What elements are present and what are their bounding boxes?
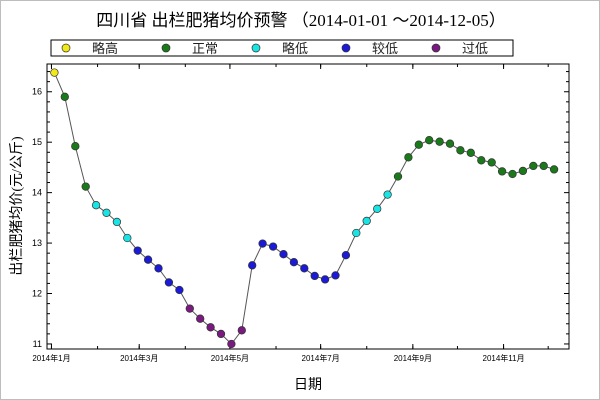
y-axis-label: 出栏肥猪均价(元/公斤) — [9, 136, 25, 276]
data-point — [466, 148, 475, 157]
data-point — [393, 172, 403, 181]
data-point — [102, 208, 111, 217]
data-point — [60, 92, 69, 101]
data-point — [445, 139, 455, 148]
data-point — [320, 275, 330, 284]
data-point — [529, 161, 538, 171]
data-point — [310, 271, 319, 281]
data-point — [487, 158, 496, 167]
y-tick-label: 12 — [32, 289, 42, 299]
data-point — [341, 251, 351, 260]
legend-marker — [341, 43, 351, 53]
series-line — [53, 72, 555, 345]
data-point — [237, 326, 246, 335]
data-point — [71, 142, 80, 151]
legend-marker — [61, 43, 71, 53]
data-point — [289, 258, 299, 267]
legend-label: 略高 — [92, 41, 118, 56]
data-point — [154, 264, 163, 273]
x-axis-label: 日期 — [294, 377, 322, 393]
data-point — [383, 190, 392, 199]
data-point — [216, 329, 226, 339]
x-axis: 2014年1月 2014年3月 2014年5月 2014年7月 2014年9月 2014年… — [32, 64, 549, 363]
x-tick-label: 2014年9月 — [394, 353, 432, 363]
data-point — [373, 204, 382, 213]
y-tick-label: 15 — [32, 137, 42, 147]
legend-label: 正常 — [192, 41, 218, 56]
data-point — [123, 233, 132, 243]
data-point — [279, 250, 288, 259]
data-point — [81, 182, 90, 191]
legend: 略高 正常 略低 较低 过低 — [50, 39, 514, 57]
data-point — [508, 169, 517, 179]
x-tick-label: 2014年11月 — [483, 353, 525, 363]
data-point — [133, 246, 142, 255]
data-point — [331, 271, 340, 280]
x-tick-label: 2014年5月 — [211, 353, 249, 363]
data-point — [497, 167, 507, 176]
x-tick-label: 2014年7月 — [302, 353, 340, 363]
x-tick-label: 2014年3月 — [120, 353, 158, 363]
data-point — [164, 278, 174, 287]
data-point — [352, 228, 361, 238]
y-tick-label: 16 — [32, 87, 42, 97]
y-tick-label: 11 — [33, 339, 42, 349]
data-point — [518, 166, 528, 176]
data-point — [112, 217, 122, 227]
data-point — [549, 165, 559, 174]
y-tick-label: 13 — [32, 238, 42, 248]
chart-title: 四川省 出栏肥猪均价预警 （2014-01-01 ～2014-12-05） — [96, 11, 505, 30]
y-axis: 11 12 13 14 15 16 — [32, 71, 569, 349]
legend-marker — [161, 43, 171, 53]
data-point — [258, 239, 267, 248]
data-point — [196, 314, 205, 323]
legend-label: 过低 — [462, 41, 488, 56]
data-point — [227, 339, 236, 349]
price-series — [50, 68, 559, 349]
data-point — [539, 161, 548, 171]
data-point — [248, 261, 257, 270]
plot-area — [46, 63, 570, 350]
data-point — [175, 285, 184, 295]
data-point — [300, 264, 309, 273]
legend-marker — [431, 43, 441, 53]
data-point — [268, 242, 278, 251]
plot-frame — [46, 63, 570, 350]
data-point — [50, 68, 59, 77]
data-point — [435, 137, 444, 146]
legend-marker — [251, 43, 261, 53]
y-tick-label: 14 — [32, 188, 42, 198]
data-point — [362, 216, 371, 226]
data-point — [185, 304, 194, 313]
data-point — [404, 153, 413, 162]
data-point — [143, 255, 153, 264]
data-point — [425, 136, 434, 145]
x-tick-label: 2014年1月 — [32, 353, 70, 363]
data-point — [477, 156, 486, 165]
data-point — [91, 201, 101, 210]
data-point — [206, 323, 215, 332]
legend-label: 略低 — [282, 41, 308, 56]
legend-label: 较低 — [372, 41, 398, 56]
data-point — [456, 146, 465, 155]
data-point — [414, 140, 423, 149]
